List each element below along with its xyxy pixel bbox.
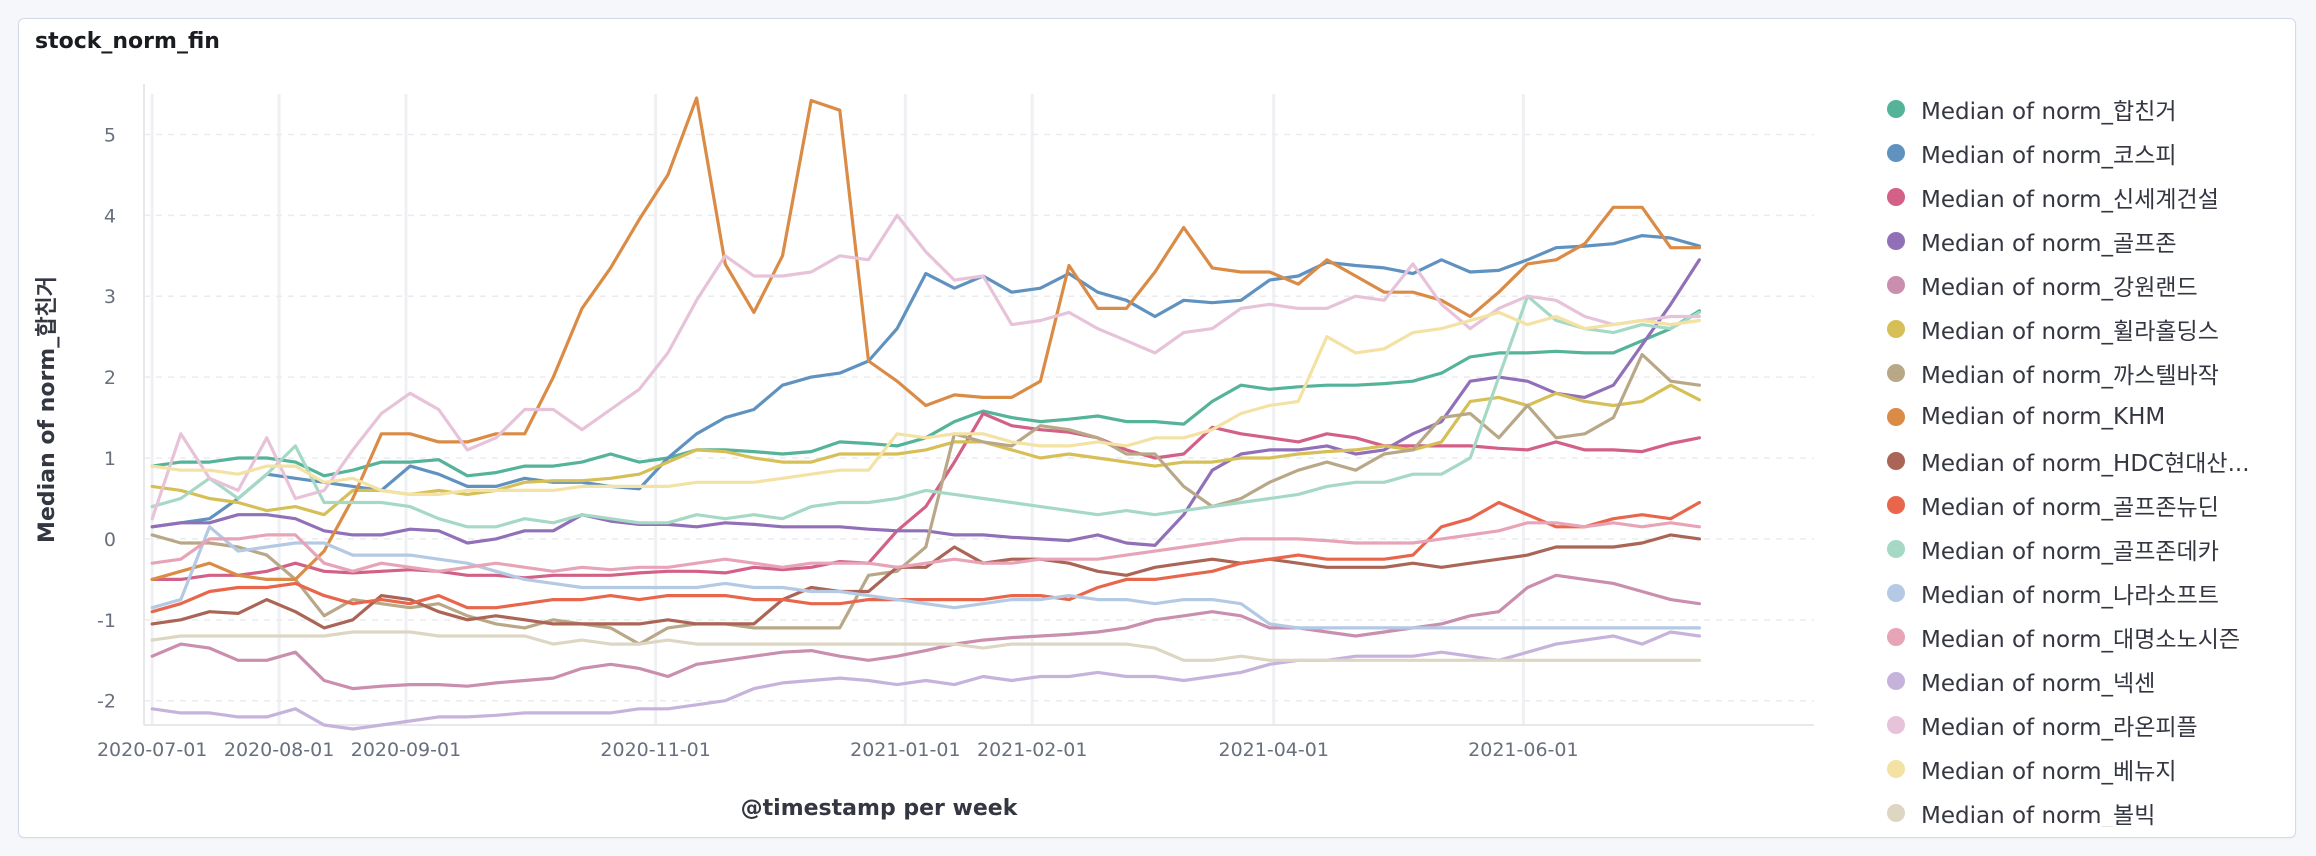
x-tick-label: 2020-07-01 bbox=[97, 739, 207, 761]
series-line-13 bbox=[150, 630, 1702, 731]
legend-label: Median of norm_볼빅 bbox=[1921, 803, 2156, 827]
legend-color-dot bbox=[1887, 320, 1905, 338]
legend-label: Median of norm_대명소노시즌 bbox=[1921, 627, 2241, 653]
legend-color-dot bbox=[1887, 496, 1905, 514]
legend-label: Median of norm_골프존뉴딘 bbox=[1921, 495, 2219, 521]
legend-item[interactable]: Median of norm_신세계건설 bbox=[1881, 177, 2291, 217]
legend-item[interactable]: Median of norm_휠라홀딩스 bbox=[1881, 309, 2291, 349]
legend-label: Median of norm_골프존데카 bbox=[1921, 539, 2219, 565]
y-tick-label: -2 bbox=[97, 691, 116, 713]
legend-color-dot bbox=[1887, 144, 1905, 162]
y-tick-label: 1 bbox=[104, 448, 116, 470]
legend-item[interactable]: Median of norm_나라소프트 bbox=[1881, 573, 2291, 613]
y-axis-title: Median of norm_합친거 bbox=[34, 276, 60, 543]
series-line-9 bbox=[150, 500, 1702, 614]
legend-item[interactable]: Median of norm_강원랜드 bbox=[1881, 265, 2291, 305]
legend-item[interactable]: Median of norm_까스텔바작 bbox=[1881, 353, 2291, 393]
legend-color-dot bbox=[1887, 584, 1905, 602]
legend-color-dot bbox=[1887, 804, 1905, 822]
panel-title: stock_norm_fin bbox=[35, 29, 220, 54]
series-line-2 bbox=[150, 411, 1702, 582]
chart-legend: Median of norm_합친거 Median of norm_코스피 Medi… bbox=[1881, 89, 2291, 827]
x-tick-label: 2021-01-01 bbox=[850, 739, 960, 761]
series-line-6 bbox=[150, 352, 1702, 646]
series-line-1 bbox=[150, 234, 1702, 529]
visualization-panel: stock_norm_fin 5 4 3 2 1 0 -1 -2 2020-07-01 2020-… bbox=[18, 18, 2296, 838]
legend-color-dot bbox=[1887, 232, 1905, 250]
legend-label: Median of norm_합친거 bbox=[1921, 99, 2177, 125]
legend-item[interactable]: Median of norm_HDC현대산... bbox=[1881, 441, 2291, 481]
legend-label: Median of norm_베뉴지 bbox=[1921, 759, 2177, 785]
series-line-7 bbox=[150, 96, 1702, 582]
x-tick-label: 2021-04-01 bbox=[1218, 739, 1328, 761]
x-tick-label: 2020-08-01 bbox=[224, 739, 334, 761]
legend-color-dot bbox=[1887, 628, 1905, 646]
x-tick-label: 2021-02-01 bbox=[977, 739, 1087, 761]
legend-color-dot bbox=[1887, 364, 1905, 382]
legend-label: Median of norm_HDC현대산... bbox=[1921, 451, 2250, 477]
line-chart: 5 4 3 2 1 0 -1 -2 2020-07-01 2020-08-01 2020-09-01… bbox=[34, 84, 1814, 821]
legend-color-dot bbox=[1887, 760, 1905, 778]
series-line-8 bbox=[150, 533, 1702, 630]
y-tick-label: 3 bbox=[104, 286, 116, 308]
series-line-16 bbox=[150, 630, 1702, 662]
series-line-11 bbox=[150, 525, 1702, 630]
legend-label: Median of norm_코스피 bbox=[1921, 143, 2177, 169]
legend-item[interactable]: Median of norm_KHM bbox=[1881, 397, 2291, 437]
x-tick-label: 2020-09-01 bbox=[351, 739, 461, 761]
series-line-4 bbox=[150, 573, 1702, 691]
legend-item[interactable]: Median of norm_골프존 bbox=[1881, 221, 2291, 261]
y-tick-label: 0 bbox=[104, 529, 116, 551]
y-tick-label: 2 bbox=[104, 367, 116, 389]
legend-label: Median of norm_골프존 bbox=[1921, 231, 2177, 257]
legend-label: Median of norm_넥센 bbox=[1921, 671, 2156, 697]
legend-label: Median of norm_휠라홀딩스 bbox=[1921, 319, 2219, 345]
series-line-3 bbox=[150, 258, 1702, 548]
legend-color-dot bbox=[1887, 716, 1905, 734]
legend-color-dot bbox=[1887, 540, 1905, 558]
series-line-15 bbox=[150, 310, 1702, 496]
series-line-10 bbox=[150, 294, 1702, 529]
legend-label: Median of norm_신세계건설 bbox=[1921, 187, 2219, 213]
legend-item[interactable]: Median of norm_라온피플 bbox=[1881, 705, 2291, 745]
legend-item[interactable]: Median of norm_코스피 bbox=[1881, 133, 2291, 173]
legend-color-dot bbox=[1887, 408, 1905, 426]
legend-item[interactable]: Median of norm_골프존데카 bbox=[1881, 529, 2291, 569]
legend-item[interactable]: Median of norm_골프존뉴딘 bbox=[1881, 485, 2291, 525]
legend-item[interactable]: Median of norm_넥센 bbox=[1881, 661, 2291, 701]
legend-label: Median of norm_나라소프트 bbox=[1921, 583, 2219, 609]
legend-label: Median of norm_KHM bbox=[1921, 404, 2166, 430]
x-axis-title: @timestamp per week bbox=[741, 796, 1019, 821]
x-tick-label: 2020-11-01 bbox=[600, 739, 710, 761]
legend-label: Median of norm_강원랜드 bbox=[1921, 275, 2198, 301]
legend-item[interactable]: Median of norm_볼빅 bbox=[1881, 793, 2291, 827]
series-line-14 bbox=[150, 213, 1702, 521]
legend-color-dot bbox=[1887, 672, 1905, 690]
legend-label: Median of norm_라온피플 bbox=[1921, 715, 2198, 741]
legend-item[interactable]: Median of norm_합친거 bbox=[1881, 89, 2291, 129]
series-line-12 bbox=[150, 521, 1702, 573]
legend-color-dot bbox=[1887, 276, 1905, 294]
legend-color-dot bbox=[1887, 100, 1905, 118]
x-tick-label: 2021-06-01 bbox=[1468, 739, 1578, 761]
legend-label: Median of norm_까스텔바작 bbox=[1921, 363, 2219, 389]
legend-color-dot bbox=[1887, 452, 1905, 470]
y-tick-label: 5 bbox=[104, 124, 116, 146]
y-tick-label: 4 bbox=[104, 205, 116, 227]
legend-color-dot bbox=[1887, 188, 1905, 206]
legend-item[interactable]: Median of norm_대명소노시즌 bbox=[1881, 617, 2291, 657]
legend-item[interactable]: Median of norm_베뉴지 bbox=[1881, 749, 2291, 789]
y-tick-label: -1 bbox=[97, 610, 116, 632]
